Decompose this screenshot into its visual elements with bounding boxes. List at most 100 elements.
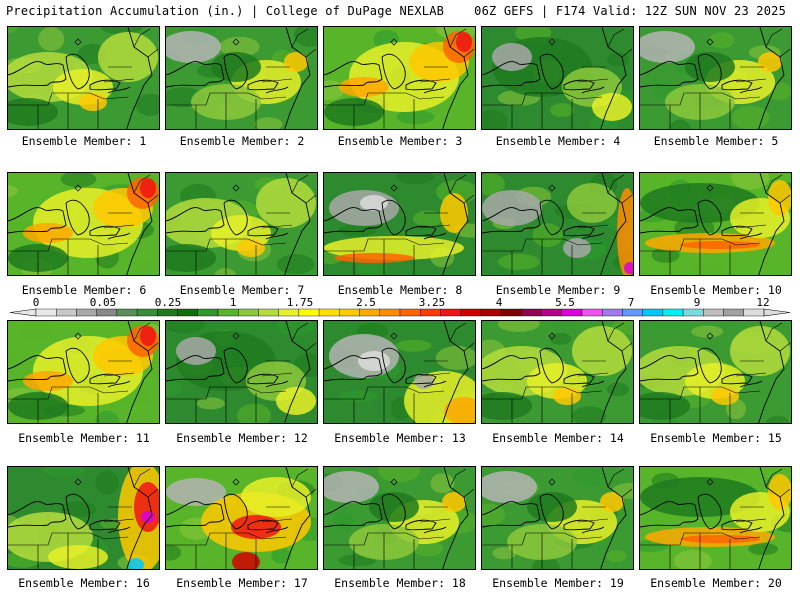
ensemble-member-map — [481, 320, 634, 424]
precip-contour — [196, 561, 225, 569]
precip-contour — [482, 173, 505, 196]
precip-contour — [396, 110, 435, 125]
precip-contour — [550, 103, 574, 117]
precip-contour — [640, 31, 695, 63]
ensemble-member-label: Ensemble Member: 17 — [176, 576, 308, 590]
city-marker — [706, 184, 714, 192]
lake-outline — [65, 53, 90, 90]
city-marker — [390, 38, 398, 46]
city-marker — [74, 38, 82, 46]
state-border — [37, 239, 99, 275]
state-border — [669, 93, 731, 129]
coastline — [284, 27, 311, 129]
precip-contour — [141, 511, 155, 523]
precip-contour — [135, 93, 159, 116]
precip-contour — [413, 540, 443, 557]
lake-outline — [697, 347, 722, 384]
ensemble-member-label: Ensemble Member: 5 — [653, 134, 779, 148]
precip-contour — [553, 387, 581, 405]
precip-contour — [333, 510, 354, 533]
colorbar-tick-label: 5.5 — [555, 296, 575, 309]
state-border — [37, 93, 99, 129]
lake-outline — [381, 347, 406, 384]
precip-contour — [680, 241, 760, 249]
lake-outline — [247, 79, 279, 91]
colorbar-segment — [379, 308, 401, 317]
precip-contour — [166, 31, 221, 63]
precip-contour — [691, 263, 724, 275]
lake-outline — [721, 519, 753, 531]
precip-contour — [8, 351, 18, 363]
colorbar-segment — [76, 308, 97, 317]
state-border — [261, 66, 293, 83]
state-border — [195, 387, 257, 423]
colorbar-segment — [723, 308, 744, 317]
precip-contour — [482, 109, 508, 129]
city-marker — [390, 184, 398, 192]
coastline — [758, 321, 785, 423]
precip-contour — [497, 253, 540, 270]
precip-contour — [768, 180, 791, 216]
state-border — [511, 239, 573, 275]
precip-contour — [440, 193, 468, 233]
colorbar-segment — [420, 308, 441, 317]
colorbar-tick-label: 1.75 — [286, 296, 314, 309]
precip-contour — [294, 27, 317, 47]
ensemble-member-map — [7, 320, 160, 424]
lake-outline — [581, 526, 605, 534]
colorbar-tick-label: 9 — [693, 296, 701, 309]
precip-contour — [237, 239, 265, 257]
ensemble-member-map — [481, 26, 634, 130]
city-marker — [548, 478, 556, 486]
colorbar-segment — [682, 308, 704, 317]
city-marker — [706, 478, 714, 486]
coastline — [126, 173, 153, 275]
state-border — [324, 238, 445, 252]
colorbar-segment — [541, 308, 562, 317]
ensemble-member-label: Ensemble Member: 9 — [495, 283, 621, 297]
colorbar-segment — [157, 308, 178, 317]
city-marker — [706, 38, 714, 46]
lake-outline — [640, 207, 699, 234]
state-border — [261, 212, 293, 229]
state-border — [419, 66, 451, 83]
state-border — [735, 360, 767, 377]
state-border — [765, 468, 791, 498]
ensemble-member-map — [7, 26, 160, 130]
precip-contour — [356, 261, 388, 275]
lake-outline — [581, 380, 605, 388]
precip-contour — [768, 474, 791, 510]
precip-map — [324, 27, 475, 129]
colorbar: 0 0.05 0.25 1 1.75 2.5 3.25 4 5.5 7 9 12 — [0, 296, 800, 320]
colorbar-segment — [35, 308, 57, 317]
precip-contour — [60, 173, 97, 188]
ensemble-member-label: Ensemble Member: 20 — [650, 576, 782, 590]
lake-outline — [89, 225, 121, 237]
precip-contour — [758, 52, 782, 72]
state-border — [765, 322, 791, 352]
lake-outline — [223, 199, 248, 236]
precip-contour — [592, 93, 632, 121]
lake-outline — [581, 86, 605, 94]
state-border — [511, 93, 573, 129]
state-border — [449, 468, 475, 498]
lake-outline — [405, 373, 437, 385]
precip-map — [482, 27, 633, 129]
lake-outline — [739, 526, 763, 534]
precip-contour — [166, 380, 182, 397]
lake-outline — [581, 232, 605, 240]
lake-outline — [89, 373, 121, 385]
state-border — [353, 93, 415, 129]
state-border — [511, 387, 573, 423]
state-border — [324, 532, 445, 546]
state-border — [133, 468, 159, 498]
state-border — [449, 174, 475, 204]
lake-outline — [247, 373, 279, 385]
precip-contour — [196, 397, 225, 410]
lake-outline — [563, 373, 595, 385]
state-border — [291, 174, 317, 204]
lake-outline — [381, 199, 406, 236]
precip-contour — [527, 492, 577, 522]
state-border — [482, 238, 603, 252]
ensemble-member-map — [481, 172, 634, 276]
